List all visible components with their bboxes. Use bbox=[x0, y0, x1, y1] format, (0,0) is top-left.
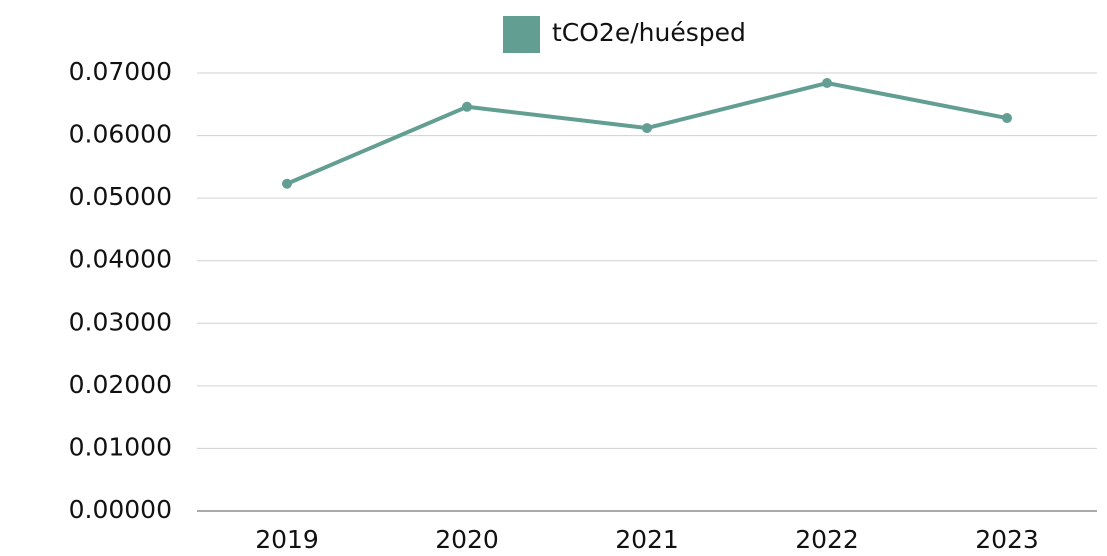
y-tick-label: 0.06000 bbox=[69, 120, 172, 149]
x-tick-label: 2020 bbox=[435, 525, 499, 554]
line bbox=[286, 81, 1008, 186]
point bbox=[642, 123, 652, 134]
point bbox=[462, 101, 472, 112]
y-tick-label: 0.02000 bbox=[69, 370, 172, 399]
x-tick-label: 2021 bbox=[615, 525, 679, 554]
x-tick-label: 2019 bbox=[255, 525, 319, 554]
point bbox=[1002, 113, 1012, 124]
y-tick-label: 0.04000 bbox=[69, 245, 172, 274]
y-tick-label: 0.05000 bbox=[69, 182, 172, 211]
y-tick-label: 0.07000 bbox=[69, 57, 172, 86]
legend-label: tCO2e/huésped bbox=[552, 18, 746, 47]
legend-swatch bbox=[503, 16, 540, 53]
x-tick-label: 2023 bbox=[975, 525, 1039, 554]
point bbox=[822, 78, 832, 89]
x-tick-label: 2022 bbox=[795, 525, 859, 554]
y-tick-label: 0.03000 bbox=[69, 307, 172, 336]
y-tick-label: 0.00000 bbox=[69, 495, 172, 524]
point bbox=[282, 178, 292, 189]
y-tick-label: 0.01000 bbox=[69, 432, 172, 461]
